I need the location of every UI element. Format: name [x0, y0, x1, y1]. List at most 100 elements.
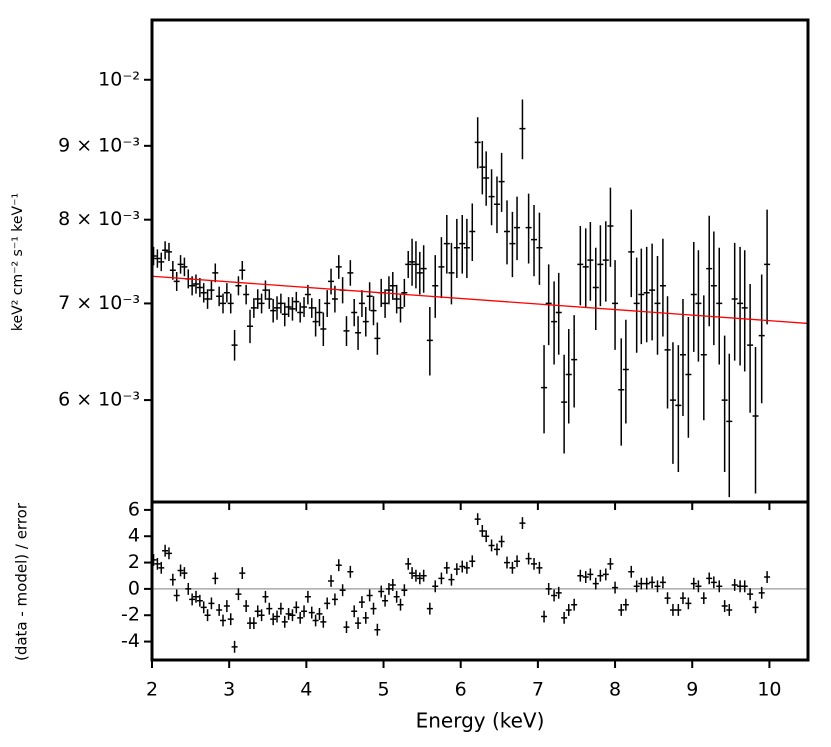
error-bar — [335, 559, 342, 572]
bottom-y-label: (data - model) / error — [13, 502, 31, 661]
error-bar — [312, 614, 319, 627]
error-bar — [277, 602, 284, 615]
error-bar — [531, 557, 538, 570]
error-bar — [258, 293, 265, 314]
error-bar — [247, 309, 254, 344]
error-bar — [592, 247, 599, 330]
error-bar — [266, 602, 273, 615]
error-bar — [324, 290, 331, 318]
error-bar — [669, 604, 676, 616]
y-tick-label: -2 — [121, 604, 140, 626]
error-bar — [297, 611, 304, 624]
error-bar — [366, 282, 373, 311]
error-bar — [483, 530, 490, 543]
error-bar — [362, 307, 369, 337]
error-bar — [618, 338, 625, 446]
y-tick-label: 7 × 10⁻³ — [58, 292, 140, 314]
error-bar — [173, 271, 180, 292]
error-bar — [659, 238, 666, 337]
error-bar — [374, 322, 381, 355]
y-tick-label: -4 — [121, 630, 140, 652]
error-bar — [220, 293, 227, 314]
error-bar — [474, 117, 481, 169]
error-bar — [514, 196, 521, 261]
error-bar — [335, 255, 342, 279]
error-bar — [679, 298, 686, 416]
error-bar — [216, 604, 223, 616]
error-bar — [469, 555, 476, 568]
error-bar — [165, 547, 172, 560]
error-bar — [669, 342, 676, 464]
error-bar — [274, 610, 281, 623]
error-bar — [587, 222, 594, 301]
error-bar — [312, 307, 319, 337]
error-bar — [227, 613, 234, 626]
error-bar — [607, 187, 614, 267]
error-bar — [541, 345, 548, 434]
error-bar — [270, 613, 277, 626]
y-tick-label: 6 — [128, 498, 140, 520]
error-bar — [654, 580, 661, 593]
error-bar — [498, 152, 505, 212]
error-bar — [200, 601, 207, 614]
y-tick-label: 4 — [128, 525, 140, 547]
error-bar — [612, 581, 619, 594]
error-bar — [716, 247, 723, 365]
error-bar — [177, 255, 184, 274]
error-bar — [764, 209, 771, 325]
error-bar — [675, 345, 682, 472]
error-bar — [320, 615, 327, 628]
error-bar — [401, 584, 408, 597]
error-bar — [758, 586, 765, 599]
error-bar — [453, 218, 460, 278]
error-bar — [355, 316, 362, 350]
error-bar — [355, 617, 362, 630]
error-bar — [706, 215, 713, 327]
error-bar — [531, 204, 538, 277]
error-bar — [301, 297, 308, 318]
error-bar — [628, 565, 635, 578]
error-bar — [339, 584, 346, 597]
error-bar — [752, 601, 759, 614]
error-bar — [463, 218, 470, 278]
top-y-label: keV² cm⁻² s⁻¹ keV⁻¹ — [10, 193, 26, 331]
error-bar — [208, 280, 215, 300]
error-bar — [741, 250, 748, 372]
error-bar — [758, 274, 765, 404]
error-bar — [389, 579, 396, 591]
error-bar — [721, 600, 728, 612]
error-bar — [196, 594, 203, 607]
error-bar — [474, 513, 481, 526]
error-bar — [409, 238, 416, 286]
error-bar — [258, 609, 265, 622]
error-bar — [675, 604, 682, 616]
error-bar — [331, 285, 338, 313]
error-bar — [622, 319, 629, 424]
error-bar — [223, 283, 230, 303]
error-bar — [154, 557, 161, 570]
error-bar — [545, 582, 552, 595]
model-line — [151, 275, 809, 325]
error-bar — [618, 604, 625, 616]
error-bar — [393, 590, 400, 603]
error-bar — [741, 580, 748, 593]
error-bar — [432, 580, 439, 593]
error-bar — [416, 572, 423, 585]
error-bar — [231, 329, 238, 361]
plot-frame — [150, 500, 810, 662]
error-bar — [385, 582, 392, 595]
error-bar — [409, 567, 416, 580]
error-bar — [262, 590, 269, 603]
error-bar — [638, 577, 645, 590]
error-bar — [382, 289, 389, 318]
error-bar — [250, 298, 257, 318]
error-bar — [382, 594, 389, 607]
error-bar — [700, 592, 707, 605]
error-bar — [212, 263, 219, 283]
error-bar — [597, 569, 604, 582]
error-bar — [685, 317, 692, 438]
error-bar — [401, 278, 408, 308]
y-tick-label: 6 × 10⁻³ — [58, 389, 140, 411]
error-bar — [262, 280, 269, 300]
error-bar — [685, 597, 692, 610]
